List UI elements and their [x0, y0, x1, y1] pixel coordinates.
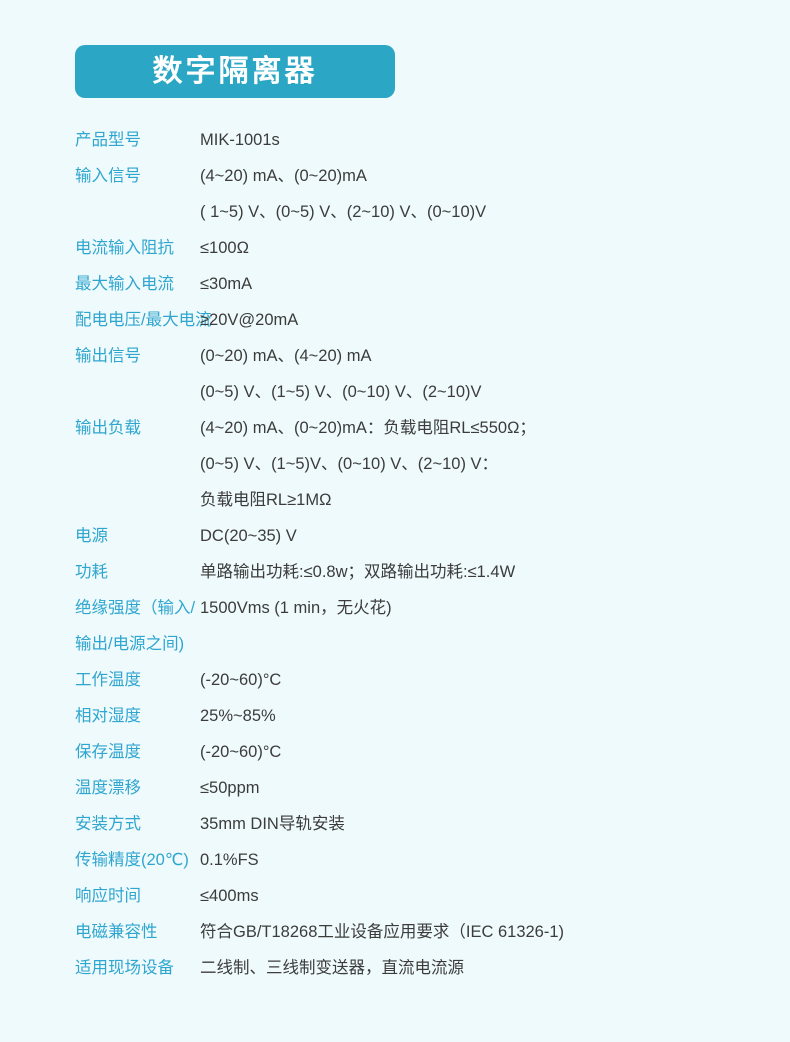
spec-value: 二线制、三线制变送器，直流电流源: [200, 959, 464, 977]
spec-value: 35mm DIN导轨安装: [200, 815, 345, 833]
spec-row: 电流输入阻抗 ≤100Ω: [0, 230, 790, 266]
spec-value: MIK-1001s: [200, 131, 280, 149]
spec-row: 电磁兼容性 符合GB/T18268工业设备应用要求（IEC 61326-1): [0, 914, 790, 950]
spec-value-group: 0.1%FS: [200, 842, 790, 878]
spec-value-group: 单路输出功耗:≤0.8w；双路输出功耗:≤1.4W: [200, 554, 790, 590]
spec-value: 1500Vms (1 min，无火花): [200, 599, 392, 617]
spec-label: 输出信号: [75, 347, 141, 365]
spec-value: 25%~85%: [200, 707, 276, 725]
spec-row: 功耗 单路输出功耗:≤0.8w；双路输出功耗:≤1.4W: [0, 554, 790, 590]
spec-value: ≤100Ω: [200, 239, 249, 257]
spec-value-group: (0~20) mA、(4~20) mA (0~5) V、(1~5) V、(0~10…: [200, 338, 790, 410]
spec-label: 传输精度(20℃): [75, 851, 189, 869]
spec-value-group: ≤100Ω: [200, 230, 790, 266]
spec-value-group: ≤50ppm: [200, 770, 790, 806]
spec-value-group: 二线制、三线制变送器，直流电流源: [200, 950, 790, 986]
spec-value-group: DC(20~35) V: [200, 518, 790, 554]
spec-value: ≤400ms: [200, 887, 259, 905]
spec-row: 输出信号 (0~20) mA、(4~20) mA (0~5) V、(1~5) V、(…: [0, 338, 790, 410]
spec-label: 保存温度: [75, 743, 141, 761]
spec-value-group: (4~20) mA、(0~20)mA：负载电阻RL≤550Ω； (0~5) V、(…: [200, 410, 790, 518]
spec-label: 适用现场设备: [75, 959, 174, 977]
spec-row-continuation: 输出/电源之间): [0, 626, 790, 662]
spec-value: 负载电阻RL≥1MΩ: [200, 491, 332, 509]
spec-value-group: ≥20V@20mA: [200, 302, 790, 338]
spec-row: 温度漂移 ≤50ppm: [0, 770, 790, 806]
spec-label: 温度漂移: [75, 779, 141, 797]
spec-row: 工作温度 (-20~60)°C: [0, 662, 790, 698]
spec-row: 适用现场设备 二线制、三线制变送器，直流电流源: [0, 950, 790, 986]
spec-row: 安装方式 35mm DIN导轨安装: [0, 806, 790, 842]
spec-value: ≤50ppm: [200, 779, 260, 797]
spec-value-group: ≤30mA: [200, 266, 790, 302]
spec-row: 最大输入电流 ≤30mA: [0, 266, 790, 302]
spec-label: 电磁兼容性: [75, 923, 158, 941]
spec-label: 配电电压/最大电流: [75, 311, 212, 329]
spec-value-group: MIK-1001s: [200, 122, 790, 158]
spec-label: 电源: [75, 527, 108, 545]
spec-value: ( 1~5) V、(0~5) V、(2~10) V、(0~10)V: [200, 203, 487, 221]
spec-value-group: (4~20) mA、(0~20)mA ( 1~5) V、(0~5) V、(2~10…: [200, 158, 790, 230]
spec-value-group: 25%~85%: [200, 698, 790, 734]
spec-label: 功耗: [75, 563, 108, 581]
spec-value-group: (-20~60)°C: [200, 734, 790, 770]
spec-value: (4~20) mA、(0~20)mA：负载电阻RL≤550Ω；: [200, 419, 536, 437]
spec-label: 产品型号: [75, 131, 141, 149]
spec-row: 保存温度 (-20~60)°C: [0, 734, 790, 770]
spec-row: 传输精度(20℃) 0.1%FS: [0, 842, 790, 878]
spec-label: 最大输入电流: [75, 275, 174, 293]
spec-value: DC(20~35) V: [200, 527, 297, 545]
spec-label: 输入信号: [75, 167, 141, 185]
spec-row: 产品型号 MIK-1001s: [0, 122, 790, 158]
spec-value-group: (-20~60)°C: [200, 662, 790, 698]
spec-row: 输入信号 (4~20) mA、(0~20)mA ( 1~5) V、(0~5) V、(…: [0, 158, 790, 230]
spec-value-group: 1500Vms (1 min，无火花): [200, 590, 790, 626]
spec-row: 配电电压/最大电流 ≥20V@20mA: [0, 302, 790, 338]
product-title-banner: 数字隔离器: [75, 45, 395, 98]
spec-value: (0~5) V、(1~5)V、(0~10) V、(2~10) V：: [200, 455, 499, 473]
spec-row: 电源 DC(20~35) V: [0, 518, 790, 554]
spec-value: 符合GB/T18268工业设备应用要求（IEC 61326-1): [200, 923, 565, 941]
spec-value-group: ≤400ms: [200, 878, 790, 914]
spec-value-group: 35mm DIN导轨安装: [200, 806, 790, 842]
spec-row: 输出负载 (4~20) mA、(0~20)mA：负载电阻RL≤550Ω； (0~5)…: [0, 410, 790, 518]
specification-table: 产品型号 MIK-1001s 输入信号 (4~20) mA、(0~20)mA ( 1~5…: [0, 122, 790, 986]
spec-label-continuation: 输出/电源之间): [75, 635, 185, 653]
spec-value: (-20~60)°C: [200, 743, 282, 761]
spec-label: 安装方式: [75, 815, 141, 833]
product-title: 数字隔离器: [152, 54, 318, 88]
spec-label: 工作温度: [75, 671, 141, 689]
spec-value: ≤30mA: [200, 275, 253, 293]
spec-value: ≥20V@20mA: [200, 311, 299, 329]
spec-row: 绝缘强度（输入/1500Vms (1 min，无火花): [0, 590, 790, 626]
spec-value: (0~5) V、(1~5) V、(0~10) V、(2~10)V: [200, 383, 482, 401]
spec-value-group: 符合GB/T18268工业设备应用要求（IEC 61326-1): [200, 914, 790, 950]
spec-label: 输出负载: [75, 419, 141, 437]
spec-value: (-20~60)°C: [200, 671, 282, 689]
spec-row: 相对湿度 25%~85%: [0, 698, 790, 734]
spec-value: (4~20) mA、(0~20)mA: [200, 167, 367, 185]
spec-label: 绝缘强度（输入/: [75, 599, 196, 617]
spec-row: 响应时间 ≤400ms: [0, 878, 790, 914]
spec-label: 相对湿度: [75, 707, 141, 725]
spec-label: 响应时间: [75, 887, 141, 905]
spec-label: 电流输入阻抗: [75, 239, 174, 257]
spec-value: 0.1%FS: [200, 851, 259, 869]
spec-value: 单路输出功耗:≤0.8w；双路输出功耗:≤1.4W: [200, 563, 516, 581]
spec-value: (0~20) mA、(4~20) mA: [200, 347, 372, 365]
